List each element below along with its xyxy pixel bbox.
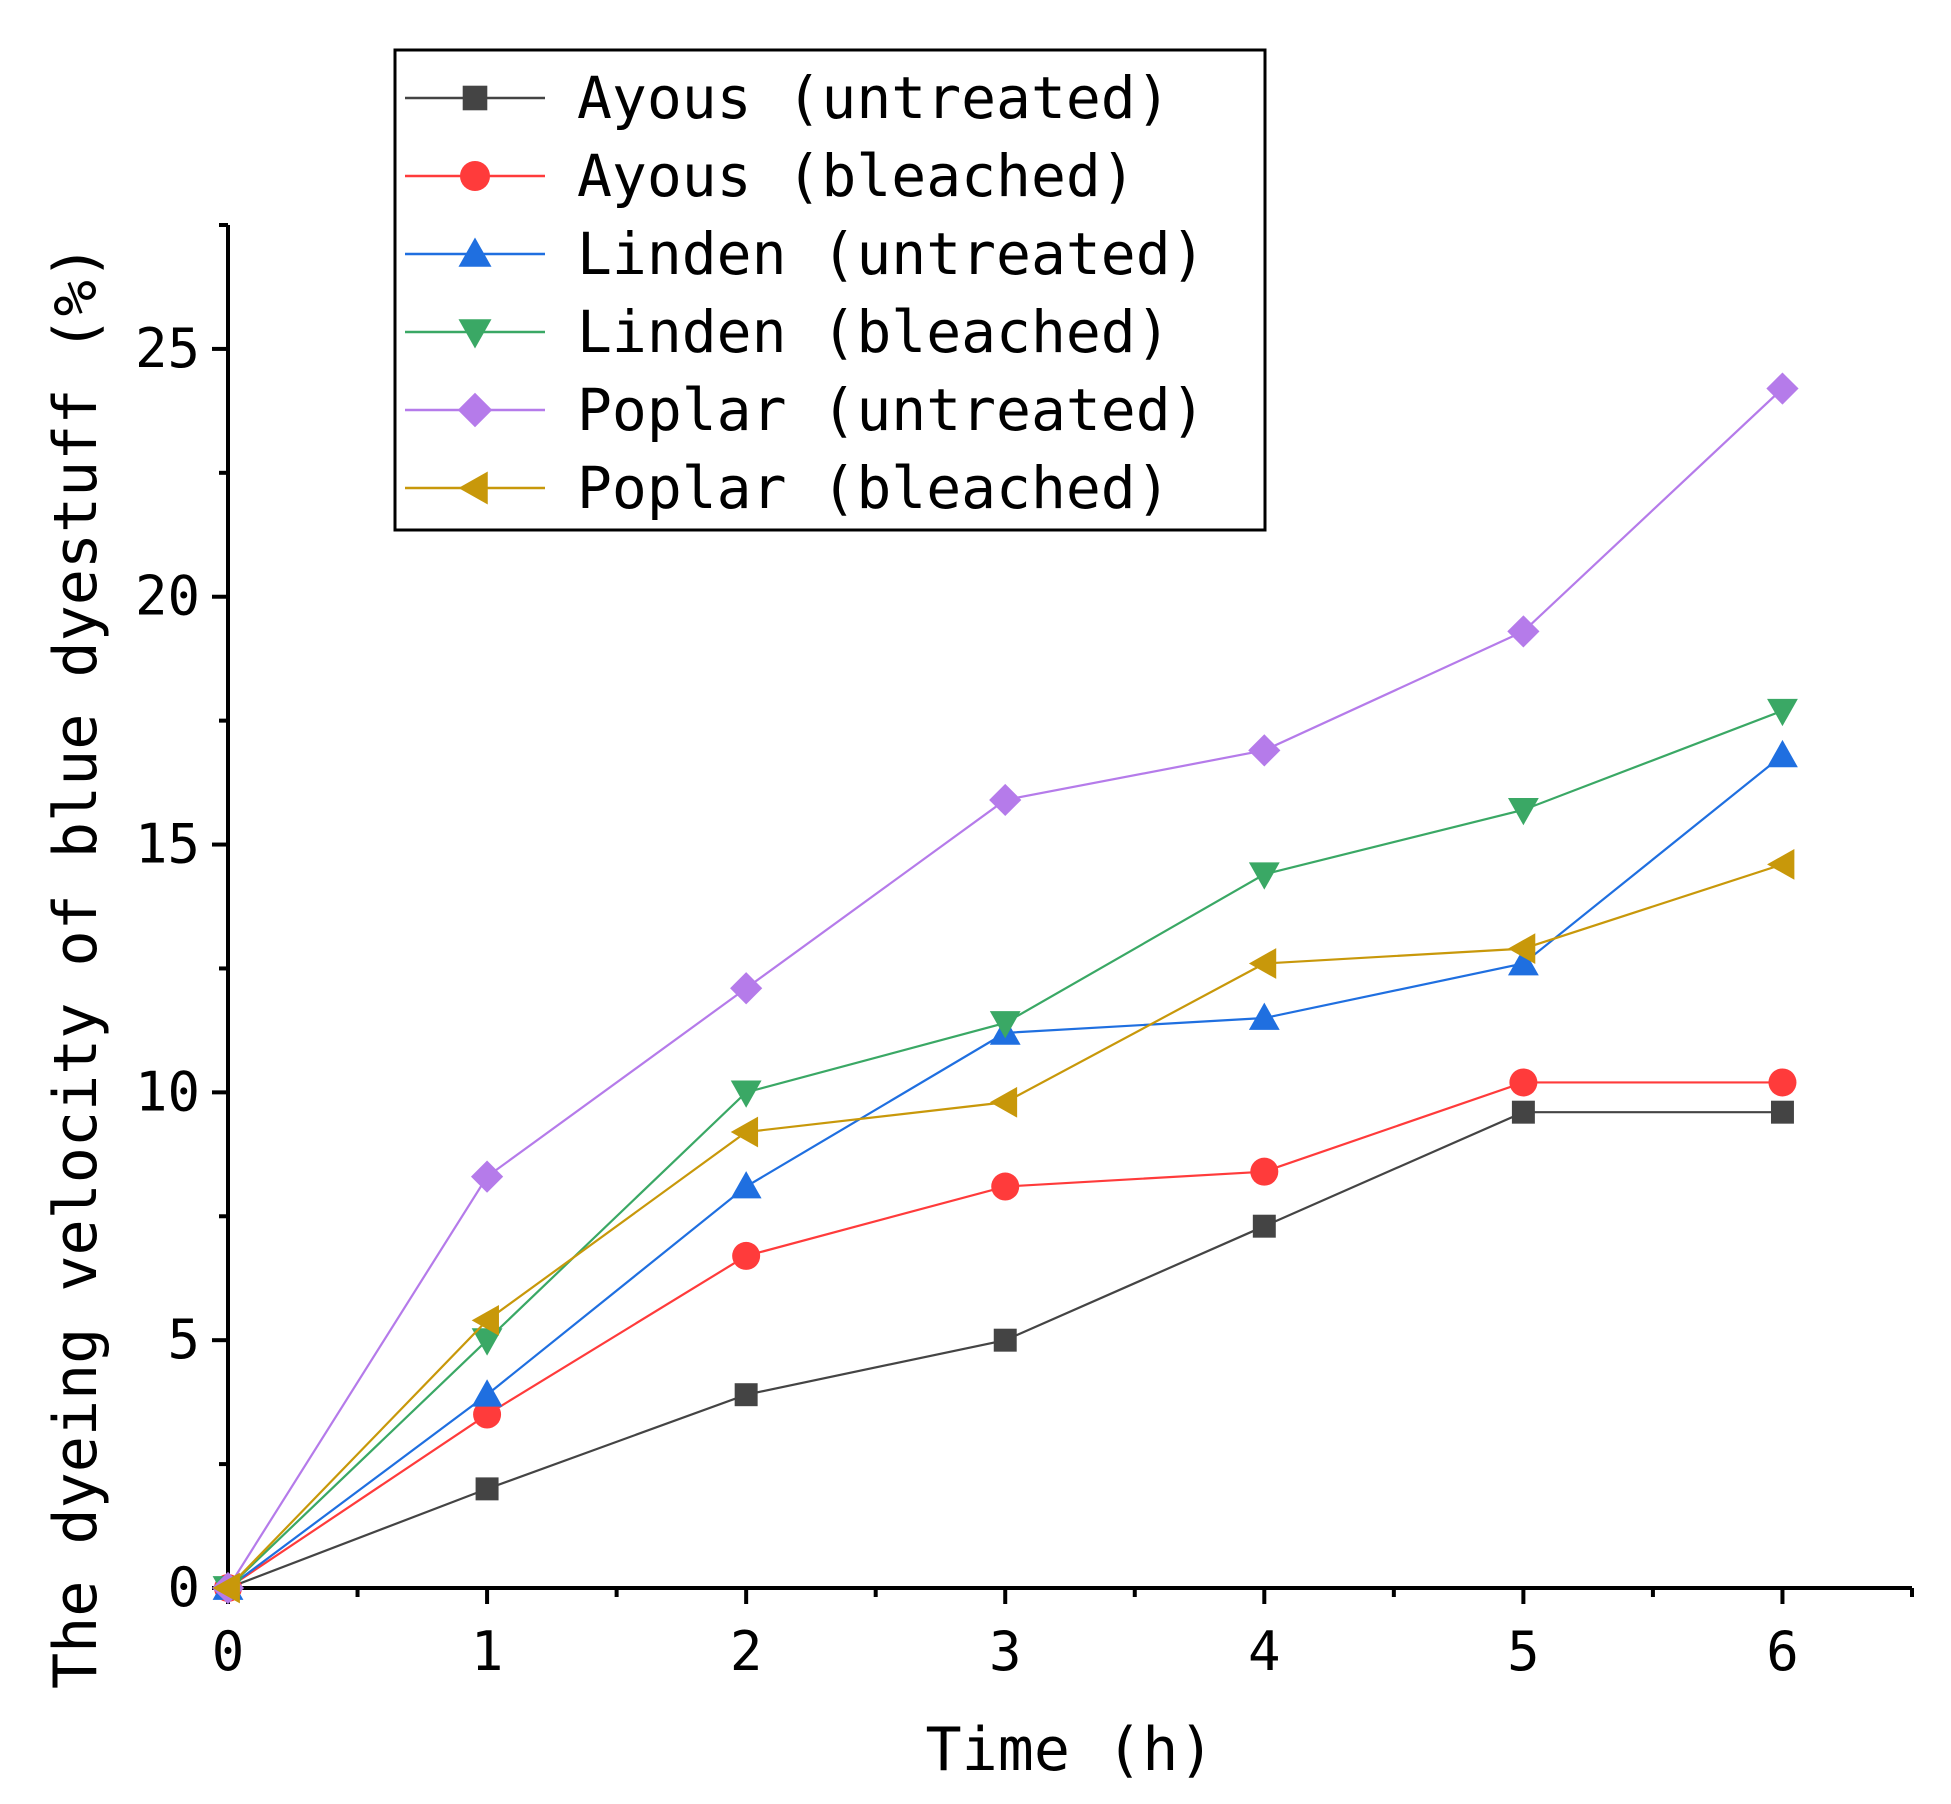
y-tick-label: 25 — [135, 317, 200, 380]
legend: Ayous (untreated) Ayous (bleached) Linden … — [393, 48, 1267, 532]
legend-marker — [457, 392, 493, 428]
series-poplar-bleached — [212, 848, 1795, 1604]
data-point — [212, 1572, 240, 1604]
series-line — [227, 709, 1783, 1589]
y-tick-label: 20 — [135, 565, 200, 628]
data-point — [1248, 948, 1277, 979]
series-line — [227, 863, 1783, 1589]
legend-label: Poplar (untreated) — [577, 376, 1206, 444]
data-point — [993, 1328, 1017, 1352]
legend-marker — [458, 319, 492, 349]
data-point — [1767, 698, 1798, 727]
legend-label: Poplar (bleached) — [577, 454, 1171, 522]
legend-item: Ayous (bleached) — [405, 142, 1136, 210]
data-point — [1507, 797, 1539, 826]
legend-label: Ayous (untreated) — [577, 64, 1171, 132]
x-tick-label: 2 — [730, 1620, 763, 1683]
y-axis-title: The dyeing velocity of blue dyestuff (%) — [41, 244, 111, 1689]
legend-marker — [458, 237, 492, 267]
legend-marker — [460, 161, 490, 191]
data-point — [1509, 1068, 1538, 1097]
axes: 0 1 2 3 4 5 6 0 5 10 15 20 25 — [135, 223, 1914, 1683]
data-point — [1507, 933, 1536, 965]
series-poplar-untreated — [211, 372, 1799, 1605]
legend-item: Linden (untreated) — [405, 220, 1206, 288]
series-line — [227, 387, 1784, 1589]
y-tick-label: 5 — [167, 1308, 200, 1371]
x-tick-label: 3 — [989, 1620, 1022, 1683]
plot-series — [211, 372, 1799, 1605]
data-point — [1250, 1157, 1279, 1186]
legend-marker — [458, 471, 488, 505]
data-point — [475, 1477, 499, 1501]
data-point — [730, 1171, 762, 1199]
data-point — [991, 1172, 1020, 1201]
data-point — [989, 783, 1022, 817]
data-point — [734, 1383, 758, 1407]
x-tick-label: 4 — [1248, 1620, 1281, 1683]
data-point — [1248, 1002, 1280, 1030]
data-point — [471, 1304, 499, 1336]
y-tick-label: 10 — [135, 1060, 200, 1123]
data-point — [730, 972, 763, 1005]
legend-item: Linden (bleached) — [405, 298, 1171, 366]
legend-label: Linden (bleached) — [577, 298, 1171, 366]
y-tick-label: 15 — [135, 813, 200, 876]
data-point — [473, 1400, 502, 1429]
data-point — [1767, 848, 1795, 880]
x-tick-label: 0 — [212, 1620, 245, 1683]
y-tick-label: 0 — [167, 1556, 200, 1619]
data-point — [1248, 734, 1281, 767]
legend-marker — [462, 85, 488, 111]
x-tick-label: 5 — [1507, 1620, 1540, 1683]
data-point — [732, 1241, 761, 1270]
legend-box — [393, 48, 1267, 532]
data-point — [730, 1080, 762, 1108]
x-axis-title: Time (h) — [926, 1715, 1215, 1785]
data-point — [1768, 1068, 1797, 1097]
legend-label: Linden (untreated) — [577, 220, 1206, 288]
data-point — [470, 1160, 504, 1193]
data-point — [989, 1011, 1021, 1039]
series-linden-bleached — [212, 698, 1798, 1604]
data-point — [471, 1379, 503, 1407]
data-point — [1511, 1100, 1535, 1124]
series-ayous-bleached — [214, 1068, 1797, 1602]
data-point — [1248, 862, 1280, 890]
series-line — [227, 754, 1784, 1589]
data-point — [1767, 739, 1798, 768]
data-point — [1770, 1100, 1794, 1124]
x-tick-label: 6 — [1766, 1620, 1799, 1683]
legend-item: Ayous (untreated) — [405, 64, 1171, 132]
data-point — [1507, 948, 1539, 976]
legend-item: Poplar (bleached) — [405, 454, 1171, 522]
data-point — [730, 1116, 759, 1148]
x-tick-label: 1 — [471, 1620, 504, 1683]
legend-item: Poplar (untreated) — [405, 376, 1206, 444]
data-point — [471, 1328, 503, 1356]
series-linden-untreated — [212, 739, 1798, 1600]
data-point — [1507, 615, 1540, 648]
data-point — [1252, 1214, 1276, 1238]
data-point — [1766, 372, 1799, 405]
data-point — [989, 1086, 1018, 1118]
legend-label: Ayous (bleached) — [577, 142, 1136, 210]
